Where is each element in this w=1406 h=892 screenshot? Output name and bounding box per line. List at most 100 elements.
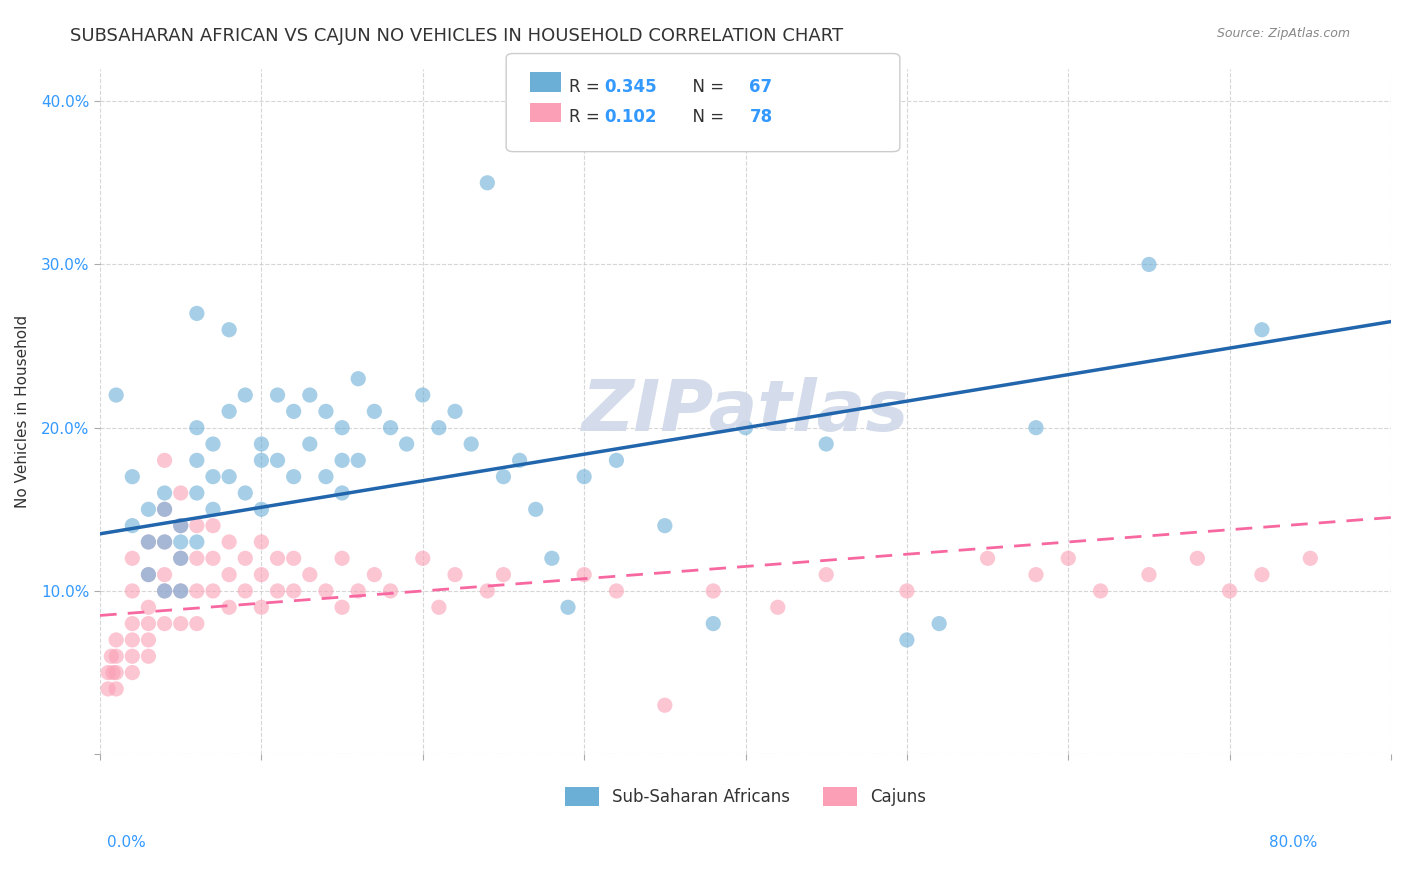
Point — [170, 551, 193, 566]
Text: 0.102: 0.102 — [605, 108, 657, 126]
Point — [363, 567, 385, 582]
Point — [121, 665, 143, 680]
Point — [186, 616, 208, 631]
Point — [105, 649, 128, 664]
Point — [138, 567, 160, 582]
Point — [153, 502, 176, 516]
Point — [702, 583, 724, 598]
Point — [266, 583, 288, 598]
Point — [427, 420, 450, 434]
Point — [105, 632, 128, 647]
Point — [170, 616, 193, 631]
Point — [444, 567, 467, 582]
Point — [186, 453, 208, 467]
Point — [138, 535, 160, 549]
Point — [654, 698, 676, 713]
Point — [1187, 551, 1209, 566]
Point — [477, 583, 499, 598]
Point — [121, 616, 143, 631]
Point — [347, 583, 370, 598]
Point — [427, 600, 450, 615]
Point — [100, 649, 122, 664]
Point — [460, 437, 482, 451]
Point — [1090, 583, 1112, 598]
Point — [315, 583, 337, 598]
Point — [1057, 551, 1080, 566]
Point — [138, 600, 160, 615]
Point — [121, 518, 143, 533]
Point — [1251, 323, 1274, 337]
Point — [138, 632, 160, 647]
Text: R =: R = — [569, 78, 606, 95]
Point — [250, 600, 273, 615]
Point — [233, 388, 256, 402]
Point — [218, 404, 240, 418]
Y-axis label: No Vehicles in Household: No Vehicles in Household — [15, 315, 30, 508]
Point — [1137, 257, 1160, 271]
Point — [218, 535, 240, 549]
Point — [138, 502, 160, 516]
Point — [201, 551, 224, 566]
Point — [541, 551, 564, 566]
Text: SUBSAHARAN AFRICAN VS CAJUN NO VEHICLES IN HOUSEHOLD CORRELATION CHART: SUBSAHARAN AFRICAN VS CAJUN NO VEHICLES … — [70, 27, 844, 45]
Point — [170, 551, 193, 566]
Point — [105, 681, 128, 696]
Point — [201, 518, 224, 533]
Point — [283, 469, 305, 483]
Point — [412, 551, 434, 566]
Point — [1025, 567, 1047, 582]
Point — [105, 388, 128, 402]
Point — [1251, 567, 1274, 582]
Point — [97, 665, 120, 680]
Point — [153, 502, 176, 516]
Point — [815, 567, 838, 582]
Point — [153, 486, 176, 500]
Point — [105, 665, 128, 680]
Point — [153, 583, 176, 598]
Point — [101, 665, 124, 680]
Text: Source: ZipAtlas.com: Source: ZipAtlas.com — [1216, 27, 1350, 40]
Point — [330, 453, 353, 467]
Point — [477, 176, 499, 190]
Point — [250, 437, 273, 451]
Point — [266, 453, 288, 467]
Point — [250, 453, 273, 467]
Point — [97, 681, 120, 696]
Point — [283, 404, 305, 418]
Point — [380, 420, 402, 434]
Point — [896, 583, 918, 598]
Point — [928, 616, 950, 631]
Point — [170, 535, 193, 549]
Point — [121, 583, 143, 598]
Point — [138, 535, 160, 549]
Point — [815, 437, 838, 451]
Point — [233, 583, 256, 598]
Point — [347, 453, 370, 467]
Point — [218, 600, 240, 615]
Point — [218, 323, 240, 337]
Point — [572, 567, 595, 582]
Point — [250, 567, 273, 582]
Text: 0.345: 0.345 — [605, 78, 657, 95]
Point — [444, 404, 467, 418]
Point — [186, 486, 208, 500]
Point — [315, 404, 337, 418]
Point — [153, 616, 176, 631]
Point — [186, 551, 208, 566]
Point — [201, 583, 224, 598]
Point — [201, 502, 224, 516]
Text: 78: 78 — [749, 108, 772, 126]
Point — [896, 632, 918, 647]
Point — [298, 437, 321, 451]
Point — [492, 469, 515, 483]
Point — [412, 388, 434, 402]
Point — [121, 649, 143, 664]
Point — [170, 583, 193, 598]
Legend: Sub-Saharan Africans, Cajuns: Sub-Saharan Africans, Cajuns — [557, 779, 934, 814]
Point — [218, 567, 240, 582]
Text: N =: N = — [682, 78, 730, 95]
Point — [702, 616, 724, 631]
Point — [233, 486, 256, 500]
Point — [605, 453, 627, 467]
Point — [363, 404, 385, 418]
